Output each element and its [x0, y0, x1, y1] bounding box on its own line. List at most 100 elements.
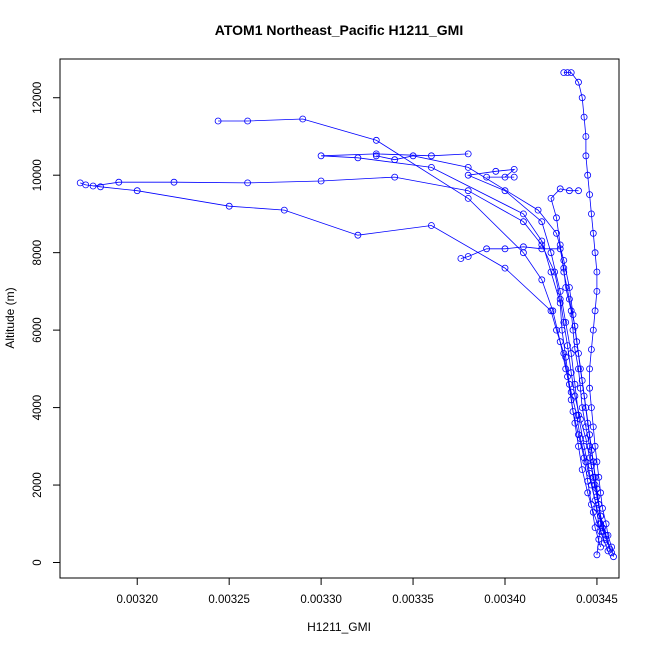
x-tick-label: 0.00340	[484, 594, 526, 606]
data-point	[391, 156, 399, 164]
data-point	[483, 245, 491, 253]
data-point	[501, 173, 509, 181]
data-point	[606, 545, 614, 553]
series-profile-3	[76, 179, 612, 555]
data-point	[566, 295, 573, 303]
data-point	[588, 500, 595, 508]
data-point	[586, 442, 593, 450]
data-point	[564, 373, 571, 381]
series-profile-5	[317, 150, 604, 551]
data-point	[595, 535, 603, 543]
data-point	[577, 435, 584, 443]
data-point	[547, 307, 555, 315]
x-tick-label: 0.00330	[300, 594, 342, 606]
data-point	[427, 222, 435, 229]
data-point	[564, 69, 571, 76]
data-point	[599, 528, 606, 535]
series-line	[80, 182, 609, 552]
data-point	[589, 326, 597, 334]
data-point	[586, 384, 593, 392]
data-point	[510, 165, 518, 173]
data-point	[595, 473, 603, 481]
data-point	[575, 187, 582, 195]
data-point	[566, 380, 573, 388]
data-point	[560, 349, 568, 357]
data-point	[588, 404, 595, 412]
y-tick-label: 8000	[32, 240, 44, 266]
data-point	[547, 268, 555, 276]
data-point	[464, 150, 472, 158]
x-axis: 0.00320 0.00325 0.00330 0.00335 0.00340 0.003…	[116, 577, 618, 606]
series-profile-4	[89, 173, 615, 557]
y-axis: 0 2000 4000 6000 8000 10000 12000	[32, 82, 61, 566]
x-tick-label: 0.00335	[392, 594, 434, 606]
data-point	[534, 206, 542, 214]
data-point	[562, 365, 570, 373]
series-line	[218, 118, 611, 550]
data-point	[610, 553, 617, 561]
data-point	[567, 349, 575, 357]
data-point	[556, 338, 564, 346]
data-point	[593, 268, 601, 276]
data-point	[573, 411, 581, 419]
series-profile-8	[547, 185, 610, 543]
series-layer	[76, 69, 617, 561]
data-point	[584, 171, 592, 179]
data-point	[520, 218, 527, 226]
data-point	[547, 249, 555, 257]
data-point	[244, 117, 252, 125]
data-point	[560, 318, 568, 326]
data-point	[562, 318, 570, 326]
data-point	[588, 481, 595, 489]
data-point	[501, 245, 509, 253]
series-line	[376, 155, 603, 532]
series-profile-2	[457, 243, 604, 559]
data-point	[464, 194, 472, 202]
x-axis-label: H1211_GMI	[307, 620, 371, 634]
data-point	[538, 276, 546, 284]
data-point	[582, 458, 590, 466]
data-point	[76, 179, 84, 187]
data-point	[464, 171, 472, 179]
data-point	[569, 311, 577, 319]
data-point	[520, 210, 527, 218]
data-point	[597, 543, 604, 551]
data-point	[464, 187, 472, 195]
series-line	[563, 72, 614, 557]
series-profile-6	[464, 165, 608, 547]
data-point	[586, 365, 593, 373]
data-point	[97, 183, 104, 191]
data-point	[558, 326, 566, 334]
data-point	[586, 191, 593, 199]
data-point	[591, 442, 599, 450]
data-point	[589, 423, 597, 431]
data-point	[569, 326, 577, 334]
plot-area-frame	[59, 58, 620, 579]
data-point	[567, 388, 575, 396]
data-point	[591, 249, 599, 257]
data-point	[588, 346, 595, 353]
y-tick-label: 6000	[32, 317, 44, 343]
data-point	[372, 152, 380, 160]
data-point	[589, 229, 597, 237]
data-point	[584, 419, 592, 427]
data-point	[560, 256, 568, 264]
data-point	[591, 524, 599, 531]
data-point	[115, 178, 123, 186]
data-point	[317, 177, 325, 185]
data-point	[575, 365, 582, 373]
data-point	[573, 338, 581, 346]
data-point	[170, 178, 178, 186]
y-tick-label: 12000	[32, 82, 44, 114]
data-point	[608, 549, 615, 557]
data-point	[566, 187, 573, 195]
data-point	[582, 133, 590, 140]
data-point	[582, 152, 590, 160]
series-line	[466, 168, 605, 544]
data-point	[560, 69, 568, 76]
data-point	[593, 551, 601, 559]
data-point	[133, 187, 141, 195]
data-point	[520, 249, 527, 257]
data-point	[317, 152, 325, 160]
data-point	[354, 154, 362, 162]
